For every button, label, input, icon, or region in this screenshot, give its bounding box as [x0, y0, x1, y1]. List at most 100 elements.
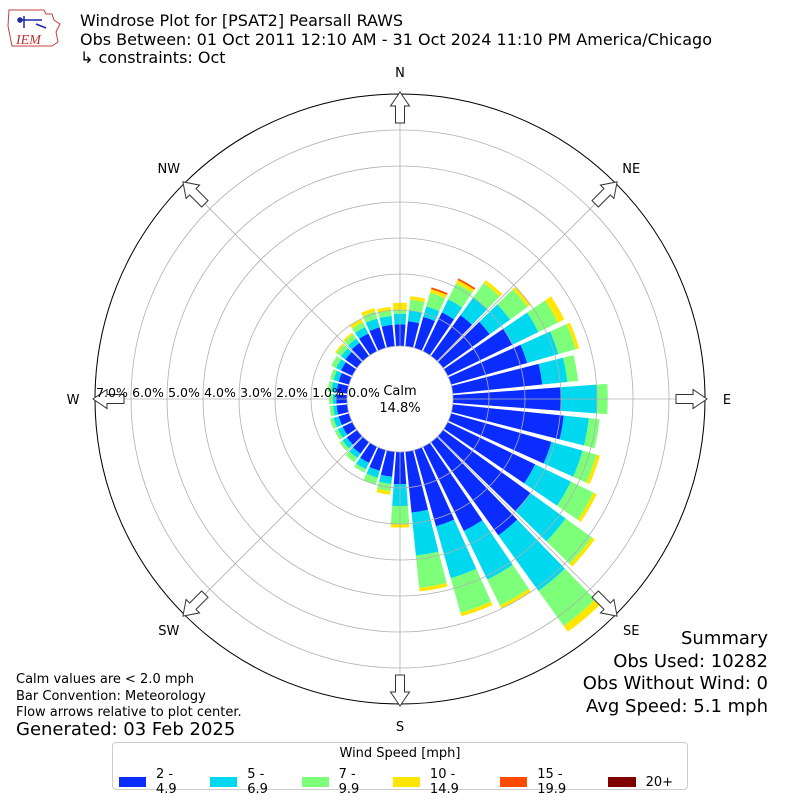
summary-box: Summary Obs Used: 10282 Obs Without Wind…: [583, 628, 768, 718]
polar-grid: [94, 93, 706, 705]
summary-obs-used: Obs Used: 10282: [613, 650, 768, 672]
bar-100-bin-2: [584, 418, 600, 449]
bar-310-bin-3: [335, 343, 344, 354]
legend-swatch: [301, 777, 329, 787]
bar-170-bin-2: [415, 551, 447, 588]
bar-190-bin-3: [376, 488, 391, 495]
bar-160-bin-1: [435, 519, 477, 579]
bar-10-bin-3: [410, 296, 426, 303]
grid-spoke-315: [184, 183, 363, 362]
bar-250-bin-2: [329, 417, 337, 429]
bar-130-bin-3: [569, 537, 595, 567]
bar-210-bin-0: [360, 442, 377, 463]
convention-note: Bar Convention: Meteorology: [16, 688, 206, 704]
bar-110-bin-3: [586, 454, 600, 485]
bar-210-bin-1: [356, 457, 370, 470]
arrow-icon-NE: [591, 181, 618, 208]
iem-logo: IEM: [7, 9, 61, 48]
bar-260-bin-0: [336, 404, 349, 415]
legend-item-5: 20+: [607, 767, 673, 797]
bar-330-bin-3: [349, 318, 363, 329]
bar-310-bin-1: [340, 348, 352, 360]
bar-60-bin-3: [545, 296, 565, 323]
compass-label-S: S: [396, 720, 404, 735]
compass-label-SE: SE: [623, 624, 639, 639]
arrow-icon-NW: [182, 181, 209, 208]
legend-swatch: [392, 777, 420, 787]
bar-170-bin-1: [411, 509, 439, 556]
radial-label-1: 1.0%: [312, 385, 344, 400]
bar-160-bin-2: [450, 568, 492, 613]
arrow-icon-W: [92, 388, 125, 410]
bar-280-bin-0: [336, 383, 349, 394]
bar-290-bin-2: [329, 369, 337, 381]
arrow-icon-SE: [591, 590, 618, 617]
logo-text: IEM: [15, 33, 42, 48]
bar-320-bin-0: [351, 342, 369, 362]
bar-80-bin-2: [563, 355, 579, 383]
bar-120-bin-2: [556, 481, 594, 520]
bar-310-bin-0: [345, 352, 363, 368]
bar-230-bin-1: [342, 437, 353, 449]
bar-220-bin-1: [349, 447, 361, 459]
bar-150-bin-2: [487, 564, 529, 606]
bar-50-bin-1: [479, 304, 511, 335]
bar-140-bin-3: [563, 599, 601, 632]
bar-280-bin-1: [331, 382, 339, 393]
radial-label-4: 4.0%: [204, 385, 236, 400]
generated-date: Generated: 03 Feb 2025: [16, 719, 236, 740]
polar-labels: N NE E SE S SW W NW 0.0% 1.0% 2.0% 3.0% 4.0% 5.0% 6.0%…: [67, 66, 732, 735]
bar-350-bin-0: [381, 324, 395, 348]
bar-310-bin-2: [336, 344, 348, 357]
bar-150-bin-1: [463, 520, 513, 580]
bar-120-bin-1: [524, 464, 571, 506]
legend-title: Wind Speed [mph]: [339, 746, 461, 761]
bar-330-bin-2: [351, 322, 366, 333]
bar-110-bin-0: [448, 413, 552, 464]
bar-350-bin-1: [379, 315, 393, 327]
bar-120-bin-0: [443, 422, 536, 484]
grid-spoke-135: [437, 436, 616, 615]
legend-label: 15 - 19.9: [537, 767, 567, 797]
radial-label-7: 7.0%: [96, 385, 128, 400]
legend-item-1: 5 - 6.9: [210, 767, 287, 797]
bar-30-bin-3: [455, 279, 475, 293]
compass-label-NE: NE: [622, 162, 640, 177]
bar-40-bin-1: [460, 297, 488, 325]
bar-260-bin-1: [332, 405, 339, 416]
bar-10-bin-2: [408, 299, 425, 313]
compass-label-E: E: [723, 393, 731, 408]
bar-50-bin-0: [437, 321, 490, 368]
legend-swatch: [607, 777, 636, 787]
bar-40-bin-3: [483, 280, 503, 297]
bar-220-bin-0: [353, 436, 369, 454]
bar-230-bin-0: [346, 430, 363, 445]
bar-80-bin-1: [538, 357, 568, 385]
legend-swatch: [500, 777, 528, 787]
chart-subtitle: Obs Between: 01 Oct 2011 12:10 AM - 31 O…: [80, 30, 712, 49]
legend-swatch: [119, 777, 146, 787]
bar-130-bin-2: [546, 518, 592, 564]
chart-title: Windrose Plot for [PSAT2] Pearsall RAWS: [80, 11, 404, 30]
legend-swatch: [210, 777, 238, 787]
bar-150-bin-0: [423, 442, 483, 531]
bar-10-bin-1: [407, 310, 422, 324]
bar-20-bin-2: [426, 292, 446, 312]
bar-30-bin-4: [457, 278, 476, 290]
radial-label-5: 5.0%: [168, 385, 200, 400]
radial-label-0: 0.0%: [348, 385, 380, 400]
summary-avg-speed: Avg Speed: 5.1 mph: [586, 695, 768, 717]
bar-300-bin-0: [340, 362, 357, 376]
bar-320-bin-3: [342, 332, 354, 342]
bar-290-bin-1: [333, 370, 342, 382]
bar-340-bin-3: [361, 308, 376, 317]
grid-spoke-45: [437, 183, 616, 362]
bar-150-bin-3: [499, 588, 531, 609]
compass-label-SW: SW: [158, 624, 179, 639]
bar-250-bin-1: [333, 416, 342, 428]
plot-notes: Calm values are < 2.0 mph Bar Convention…: [16, 672, 242, 722]
bar-20-bin-3: [430, 289, 447, 299]
bar-230-bin-2: [339, 440, 350, 452]
bar-160-bin-3: [460, 601, 493, 617]
